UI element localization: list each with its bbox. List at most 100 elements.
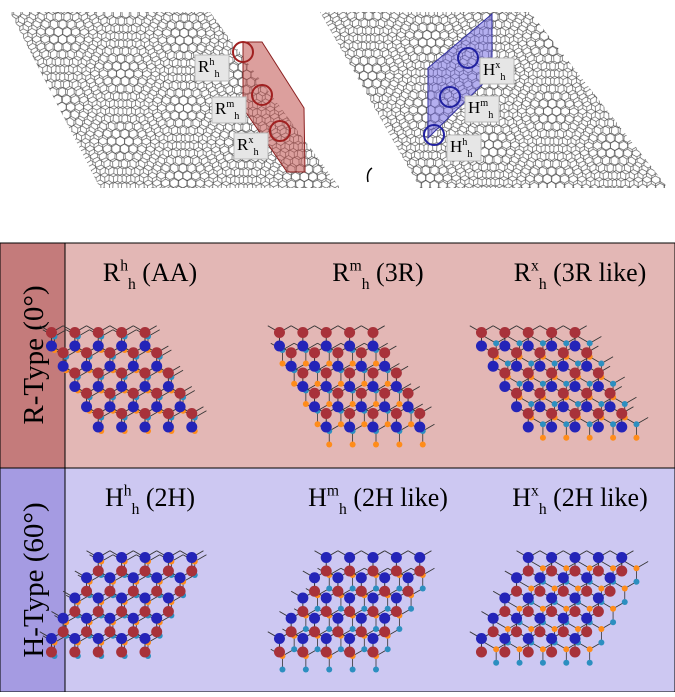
atom <box>321 368 332 379</box>
atom <box>396 626 402 632</box>
atom <box>563 421 569 427</box>
atom <box>499 327 510 338</box>
atom <box>356 347 367 358</box>
atom <box>332 347 343 358</box>
atom <box>321 552 332 563</box>
atom <box>511 613 522 624</box>
atom <box>58 613 69 624</box>
atom <box>575 401 581 407</box>
atom <box>286 626 297 637</box>
atom <box>581 388 592 399</box>
atom <box>368 341 379 352</box>
label-note: (3R like) <box>553 258 646 287</box>
atom <box>534 613 545 624</box>
atom <box>605 401 616 412</box>
atom <box>610 421 616 427</box>
atom <box>379 361 390 372</box>
atom <box>140 408 151 419</box>
atom <box>81 613 92 624</box>
atom <box>558 626 569 637</box>
atom <box>116 422 127 433</box>
atom <box>356 572 367 583</box>
atom <box>93 647 104 658</box>
atom <box>605 586 616 597</box>
atom <box>499 593 510 604</box>
atom <box>581 626 592 637</box>
atom <box>523 341 534 352</box>
atom <box>373 442 379 448</box>
atom <box>309 626 320 637</box>
atom <box>309 388 320 399</box>
label-sub: h <box>488 110 493 121</box>
atom <box>511 401 522 412</box>
atom <box>540 565 546 571</box>
atom <box>69 647 80 658</box>
label-base: H <box>308 483 327 512</box>
label-sup: h <box>124 483 132 500</box>
label-sup: m <box>350 258 362 275</box>
atom <box>505 361 511 367</box>
atom <box>128 401 139 412</box>
atom <box>385 606 391 612</box>
atom <box>175 388 186 399</box>
atom <box>326 401 332 407</box>
atom <box>356 586 367 597</box>
atom <box>274 633 285 644</box>
atom <box>414 566 425 577</box>
atom <box>540 646 546 652</box>
atom <box>140 633 151 644</box>
atom <box>511 388 522 399</box>
atom <box>350 626 356 632</box>
atom <box>420 586 426 592</box>
label-base: R <box>215 99 227 118</box>
atom <box>523 593 534 604</box>
atom <box>552 401 558 407</box>
atom <box>523 408 534 419</box>
atom <box>540 606 546 612</box>
atom <box>373 667 379 673</box>
atom <box>140 606 151 617</box>
atom <box>593 566 604 577</box>
atom <box>523 566 534 577</box>
atom <box>93 341 104 352</box>
atom <box>104 347 115 358</box>
label-sub: h <box>234 111 239 122</box>
atom <box>344 408 355 419</box>
atom <box>570 593 581 604</box>
atom <box>368 368 379 379</box>
atom <box>476 341 487 352</box>
atom <box>570 341 581 352</box>
atom <box>69 381 80 392</box>
atom <box>151 613 162 624</box>
atom <box>128 613 139 624</box>
atom <box>558 401 569 412</box>
atom <box>297 341 308 352</box>
atom <box>104 361 115 372</box>
atom <box>175 586 186 597</box>
atom <box>534 626 545 637</box>
label-note: (2H like) <box>353 483 448 512</box>
atom <box>408 421 414 427</box>
atom <box>511 572 522 583</box>
atom <box>534 361 545 372</box>
atom <box>140 593 151 604</box>
atom <box>116 593 127 604</box>
atom <box>303 626 309 632</box>
atom <box>570 422 581 433</box>
label-sup: h <box>120 258 128 275</box>
atom <box>493 660 499 666</box>
atom <box>499 647 510 658</box>
atom <box>540 340 546 346</box>
atom <box>116 606 127 617</box>
atom <box>610 606 616 612</box>
atom <box>93 408 104 419</box>
atom <box>391 606 402 617</box>
atom <box>558 586 569 597</box>
atom <box>332 613 343 624</box>
rotation-arrow <box>368 168 373 182</box>
atom <box>570 327 581 338</box>
atom <box>379 626 390 637</box>
atom <box>563 606 569 612</box>
atom <box>396 586 402 592</box>
atom <box>309 572 320 583</box>
